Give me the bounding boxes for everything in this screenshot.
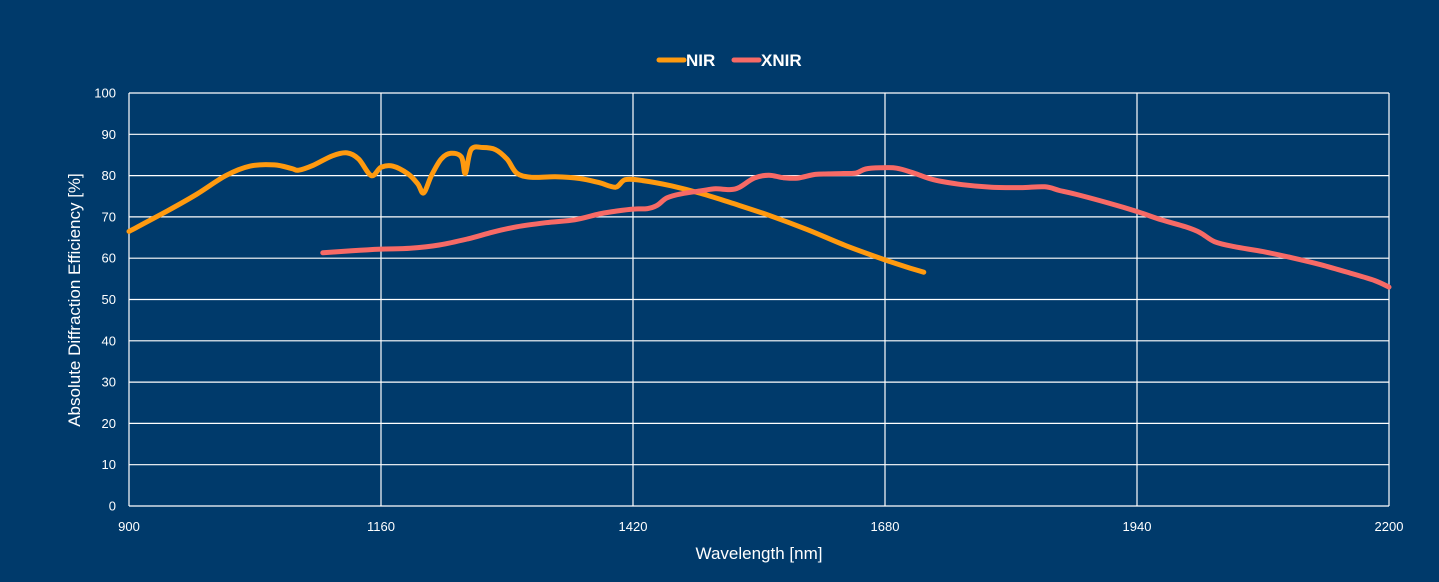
y-tick-label: 10 [102,457,116,472]
y-tick-label: 0 [109,499,116,514]
y-tick-label: 20 [102,416,116,431]
y-tick-label: 40 [102,333,116,348]
legend-label-xnir: XNIR [761,51,802,70]
y-tick-label: 90 [102,127,116,142]
legend-label-nir: NIR [686,51,715,70]
x-tick-label: 1420 [619,519,648,534]
x-tick-label: 1680 [871,519,900,534]
x-tick-label: 900 [118,519,140,534]
x-tick-label: 1940 [1123,519,1152,534]
x-axis-title: Wavelength [nm] [696,544,823,563]
tick-labels: 0 10 20 30 40 50 60 70 80 90 100 900 1160 1420 1680 194… [94,86,1403,535]
y-tick-label: 60 [102,251,116,266]
grid-layer [128,92,1390,507]
y-tick-label: 70 [102,209,116,224]
series-line-nir [126,144,927,275]
x-tick-label: 1160 [367,519,395,534]
y-tick-label: 80 [102,168,116,183]
y-tick-label: 50 [102,292,116,307]
legend: NIR XNIR [656,51,802,70]
series-layer [126,144,1392,290]
y-tick-label: 30 [102,375,116,390]
x-tick-label: 2200 [1375,519,1404,534]
y-axis-title: Absolute Diffraction Efficiency [%] [65,173,84,427]
y-tick-label: 100 [94,86,116,101]
series-line-xnir [320,165,1392,290]
